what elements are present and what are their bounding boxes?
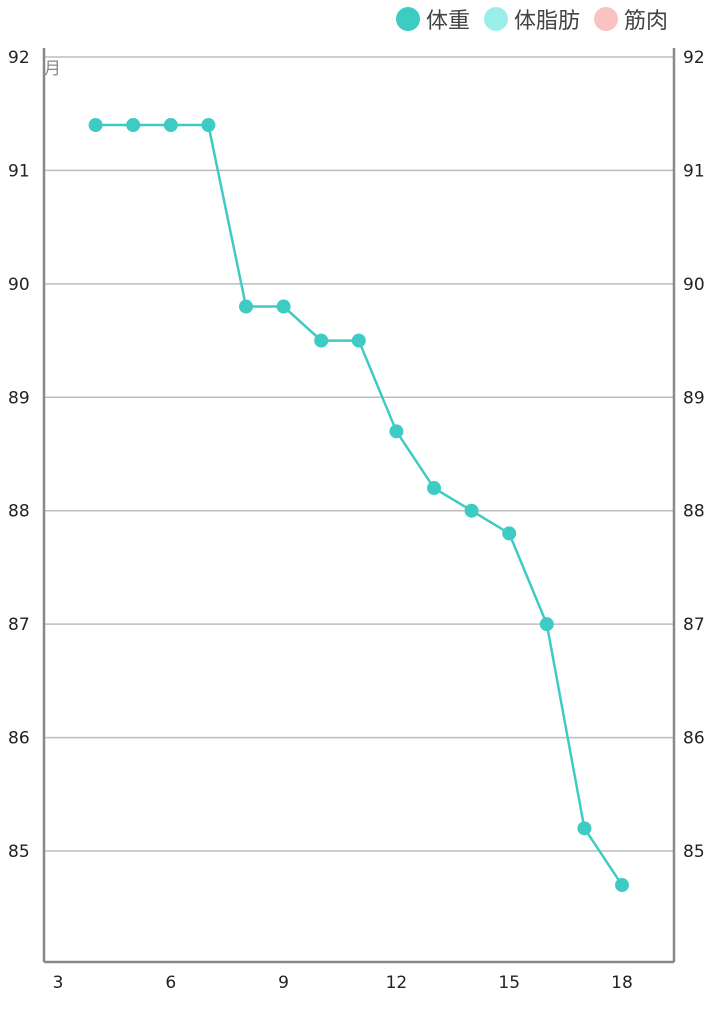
y-tick-right-89: 89 — [683, 388, 705, 408]
legend-label-body-fat: 体脂肪 — [513, 9, 580, 34]
y-tick-left-88: 88 — [8, 502, 30, 522]
data-point-11[interactable] — [351, 333, 366, 348]
legend-item-muscle[interactable]: 筋肉 — [593, 3, 668, 35]
y-tick-left-85: 85 — [8, 842, 30, 862]
x-tick-18: 18 — [611, 973, 633, 993]
y-tick-left-90: 90 — [8, 275, 30, 295]
legend-label-weight: 体重 — [425, 9, 470, 34]
data-point-17[interactable] — [577, 821, 592, 836]
x-tick-9: 9 — [278, 973, 289, 993]
x-axis-ticks: 3 6 9 12 15 18 — [53, 973, 633, 993]
legend-swatch-muscle — [593, 7, 618, 31]
legend-swatch-weight — [395, 7, 420, 31]
data-point-8[interactable] — [239, 299, 253, 314]
series-line-0 — [95, 123, 624, 886]
y-tick-left-86: 86 — [8, 729, 30, 749]
y-axis-left-ticks: 85 86 87 88 89 90 91 92 — [8, 48, 30, 862]
y-axis-right-ticks: 85 86 87 88 89 90 91 92 — [683, 48, 705, 862]
grid-lines — [44, 56, 674, 852]
x-tick-12: 12 — [386, 973, 408, 993]
y-tick-left-91: 91 — [8, 161, 30, 181]
data-point-18[interactable] — [615, 878, 629, 893]
data-point-6[interactable] — [163, 118, 178, 133]
x-tick-3: 3 — [53, 973, 64, 993]
data-point-12[interactable] — [389, 424, 404, 439]
data-point-10[interactable] — [314, 333, 329, 348]
data-point-13[interactable] — [427, 481, 441, 496]
data-point-14[interactable] — [464, 503, 479, 518]
legend-item-body-fat[interactable]: 体脂肪 — [483, 3, 580, 35]
y-tick-left-92: 92 — [8, 48, 30, 68]
legend-swatch-body-fat — [483, 7, 508, 31]
data-point-16[interactable] — [539, 617, 554, 632]
legend-item-weight[interactable]: 体重 — [395, 3, 470, 35]
x-tick-6: 6 — [165, 973, 176, 993]
legend-label-muscle: 筋肉 — [623, 9, 668, 34]
x-tick-15: 15 — [498, 973, 520, 993]
data-point-15[interactable] — [502, 526, 517, 541]
y-tick-right-92: 92 — [683, 48, 705, 68]
data-point-7[interactable] — [201, 118, 216, 133]
y-tick-right-90: 90 — [683, 275, 705, 295]
series-layer — [88, 118, 629, 893]
y-tick-right-85: 85 — [683, 842, 705, 862]
y-tick-right-91: 91 — [683, 161, 705, 181]
y-tick-right-86: 86 — [683, 729, 705, 749]
y-tick-right-87: 87 — [683, 615, 705, 635]
data-point-5[interactable] — [126, 118, 141, 133]
data-point-9[interactable] — [276, 299, 291, 314]
axes — [42, 48, 676, 964]
y-tick-left-87: 87 — [8, 615, 30, 635]
data-point-4[interactable] — [88, 118, 103, 133]
y-tick-left-89: 89 — [8, 388, 30, 408]
y-tick-right-88: 88 — [683, 502, 705, 522]
axis-unit-label: 月 — [44, 59, 61, 79]
legend: 体重 体脂肪 筋肉 — [395, 3, 668, 35]
